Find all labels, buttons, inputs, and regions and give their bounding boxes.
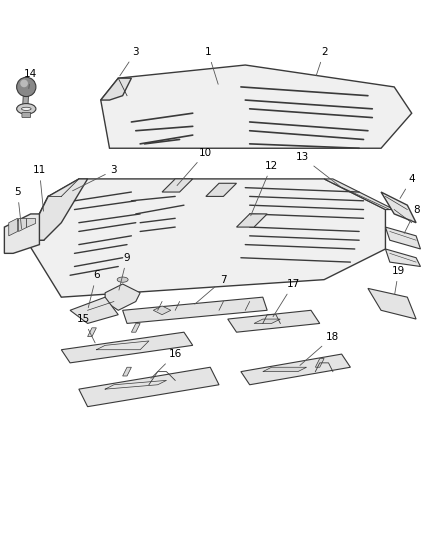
- Polygon shape: [206, 183, 237, 197]
- Polygon shape: [254, 319, 280, 324]
- Polygon shape: [162, 179, 193, 192]
- Text: 16: 16: [151, 349, 182, 378]
- Polygon shape: [48, 179, 88, 197]
- Polygon shape: [101, 65, 412, 148]
- Text: 10: 10: [177, 148, 212, 185]
- Polygon shape: [153, 306, 171, 314]
- Polygon shape: [324, 179, 394, 209]
- Polygon shape: [241, 354, 350, 385]
- Text: 9: 9: [119, 253, 131, 290]
- Polygon shape: [61, 332, 193, 363]
- Polygon shape: [9, 219, 18, 236]
- Polygon shape: [131, 324, 140, 332]
- Polygon shape: [79, 367, 219, 407]
- Polygon shape: [385, 249, 420, 266]
- Polygon shape: [381, 192, 416, 223]
- Text: 11: 11: [33, 165, 46, 211]
- Polygon shape: [263, 367, 307, 372]
- Text: 1: 1: [205, 47, 218, 84]
- Ellipse shape: [17, 103, 36, 114]
- Polygon shape: [385, 227, 420, 249]
- Polygon shape: [101, 78, 131, 100]
- Polygon shape: [4, 214, 39, 253]
- Text: 12: 12: [251, 161, 278, 216]
- Text: 13: 13: [296, 152, 339, 186]
- Text: 2: 2: [316, 47, 328, 76]
- Text: 18: 18: [300, 332, 339, 366]
- Polygon shape: [26, 179, 385, 297]
- Polygon shape: [228, 310, 320, 332]
- Polygon shape: [237, 214, 267, 227]
- Polygon shape: [315, 359, 324, 367]
- Text: 7: 7: [195, 274, 227, 304]
- Ellipse shape: [21, 107, 31, 110]
- Polygon shape: [123, 367, 131, 376]
- Polygon shape: [70, 297, 118, 324]
- Text: 14: 14: [24, 69, 37, 88]
- Polygon shape: [23, 87, 29, 109]
- Text: 3: 3: [120, 47, 139, 76]
- FancyBboxPatch shape: [22, 112, 31, 118]
- Text: 15: 15: [77, 314, 95, 343]
- Circle shape: [20, 79, 28, 87]
- Text: 4: 4: [400, 174, 415, 198]
- Text: 8: 8: [404, 205, 420, 233]
- Polygon shape: [26, 197, 61, 240]
- Ellipse shape: [117, 277, 128, 282]
- Polygon shape: [368, 288, 416, 319]
- Text: 6: 6: [88, 270, 100, 308]
- Polygon shape: [26, 179, 88, 240]
- Text: 3: 3: [73, 165, 117, 191]
- Polygon shape: [88, 328, 96, 336]
- Text: 19: 19: [392, 266, 405, 294]
- Circle shape: [17, 77, 36, 96]
- Text: 17: 17: [273, 279, 300, 317]
- Polygon shape: [123, 297, 267, 324]
- Polygon shape: [18, 219, 26, 231]
- Polygon shape: [105, 284, 140, 310]
- Text: 5: 5: [14, 187, 21, 229]
- Polygon shape: [26, 219, 35, 227]
